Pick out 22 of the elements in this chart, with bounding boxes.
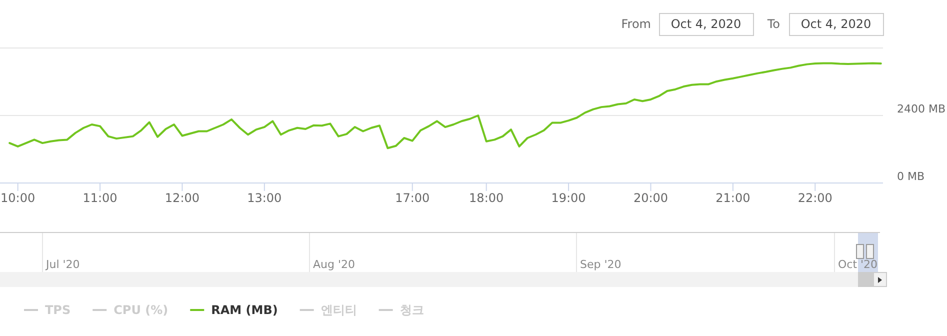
x-tick-label: 12:00	[164, 191, 200, 205]
x-tick-label: 11:00	[82, 191, 118, 205]
x-tick-label: 10:00	[0, 191, 36, 205]
y-tick-label: 2400 MB	[897, 102, 946, 116]
text: Oct '20	[838, 258, 878, 271]
y-tick-label: 0 MB	[897, 170, 925, 183]
legend-item: RAM (MB)	[190, 303, 278, 317]
x-tick-label: 21:00	[716, 191, 750, 205]
x-tick-label: 13:00	[247, 191, 282, 205]
text: Oct 4, 2020	[670, 17, 742, 31]
text: Sep '20	[580, 258, 622, 271]
x-tick-label: 18:00	[469, 191, 504, 205]
x-tick-label: 17:00	[395, 191, 430, 205]
x-tick-label: 20:00	[633, 191, 668, 205]
text: Oct 4, 2020	[800, 17, 872, 31]
legend-label: RAM (MB)	[211, 303, 278, 317]
text: To	[766, 17, 780, 31]
x-tick-label: 22:00	[798, 191, 832, 205]
text: Aug '20	[313, 258, 355, 271]
x-tick-label: 19:00	[551, 191, 586, 205]
text: Jul '20	[45, 258, 80, 271]
text: From	[621, 17, 651, 31]
